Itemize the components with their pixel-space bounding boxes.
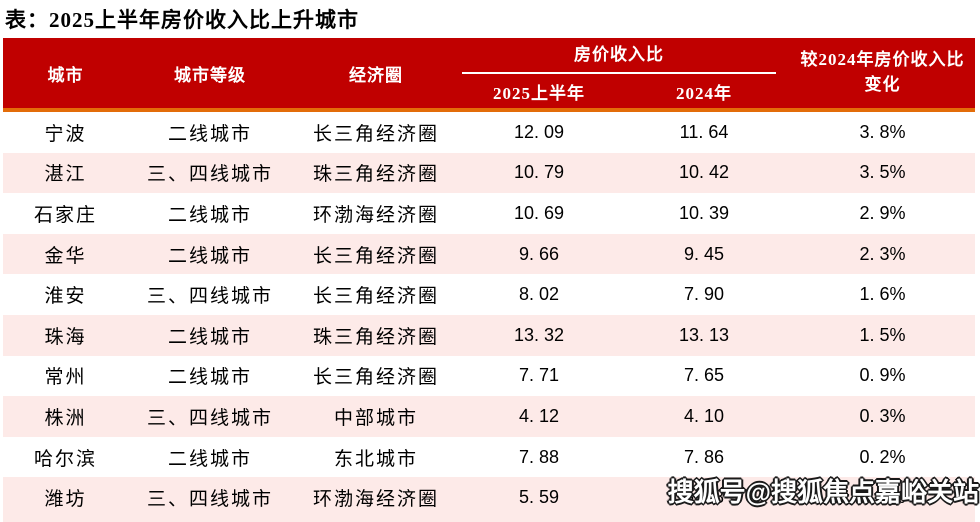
cell-ratio-2024: 10. 42 bbox=[618, 152, 790, 194]
cell-city-tier: 三、四线城市 bbox=[128, 396, 292, 437]
cell-city: 常州 bbox=[3, 355, 128, 397]
table-header: 城市 城市等级 经济圈 房价收入比 较2024年房价收入比变化 2025上半年 … bbox=[3, 38, 975, 112]
cell-change: 0. 9% bbox=[790, 355, 975, 397]
header-ratio-group: 房价收入比 bbox=[460, 38, 790, 74]
table-row: 哈尔滨 二线城市 东北城市 7. 88 7. 86 0. 2% bbox=[3, 436, 975, 478]
header-economic-circle: 经济圈 bbox=[292, 38, 460, 108]
cell-city-tier: 三、四线城市 bbox=[128, 152, 292, 194]
table-row: 金华 二线城市 长三角经济圈 9. 66 9. 45 2. 3% bbox=[3, 233, 975, 275]
cell-ratio-2024: 13. 13 bbox=[618, 314, 790, 356]
cell-city: 湛江 bbox=[3, 152, 128, 194]
cell-economic-circle: 长三角经济圈 bbox=[292, 355, 460, 397]
cell-ratio-2024: 10. 39 bbox=[618, 193, 790, 234]
cell-ratio-2025h1: 13. 32 bbox=[460, 314, 618, 356]
cell-ratio-2024: 7. 90 bbox=[618, 274, 790, 315]
table-row: 湛江 三、四线城市 珠三角经济圈 10. 79 10. 42 3. 5% bbox=[3, 152, 975, 194]
cell-economic-circle: 珠三角经济圈 bbox=[292, 152, 460, 194]
cell-change: 0. 2% bbox=[790, 436, 975, 478]
table-bottom-strip bbox=[3, 518, 975, 522]
cell-ratio-2025h1: 5. 59 bbox=[460, 477, 618, 518]
cell-ratio-2024: 4. 10 bbox=[618, 396, 790, 437]
cell-ratio-2025h1: 10. 69 bbox=[460, 193, 618, 234]
cell-city: 潍坊 bbox=[3, 477, 128, 518]
cell-change: 0. 2% bbox=[790, 477, 975, 518]
cell-city-tier: 三、四线城市 bbox=[128, 477, 292, 518]
cell-city: 石家庄 bbox=[3, 193, 128, 234]
cell-city-tier: 二线城市 bbox=[128, 314, 292, 356]
cell-city: 金华 bbox=[3, 233, 128, 275]
cell-change: 0. 3% bbox=[790, 396, 975, 437]
cell-change: 2. 9% bbox=[790, 193, 975, 234]
cell-ratio-2024: 7. 86 bbox=[618, 436, 790, 478]
cell-ratio-2025h1: 7. 88 bbox=[460, 436, 618, 478]
cell-economic-circle: 长三角经济圈 bbox=[292, 274, 460, 315]
header-city-tier: 城市等级 bbox=[128, 38, 292, 108]
cell-ratio-2025h1: 4. 12 bbox=[460, 396, 618, 437]
cell-economic-circle: 长三角经济圈 bbox=[292, 233, 460, 275]
table-title: 表：2025上半年房价收入比上升城市 bbox=[5, 8, 359, 32]
cell-city: 哈尔滨 bbox=[3, 436, 128, 478]
cell-economic-circle: 环渤海经济圈 bbox=[292, 193, 460, 234]
header-city: 城市 bbox=[3, 38, 128, 108]
header-2025-h1: 2025上半年 bbox=[460, 74, 618, 108]
cell-ratio-2024: 7. 65 bbox=[618, 355, 790, 397]
cell-ratio-2024: 9. 45 bbox=[618, 233, 790, 275]
cell-city-tier: 二线城市 bbox=[128, 436, 292, 478]
cell-economic-circle: 中部城市 bbox=[292, 396, 460, 437]
cell-ratio-2025h1: 8. 02 bbox=[460, 274, 618, 315]
cell-ratio-2025h1: 9. 66 bbox=[460, 233, 618, 275]
cell-ratio-2025h1: 7. 71 bbox=[460, 355, 618, 397]
cell-city: 珠海 bbox=[3, 314, 128, 356]
cell-economic-circle: 东北城市 bbox=[292, 436, 460, 478]
accent-divider bbox=[3, 108, 975, 112]
cell-city-tier: 二线城市 bbox=[128, 355, 292, 397]
table-row: 石家庄 二线城市 环渤海经济圈 10. 69 10. 39 2. 9% bbox=[3, 193, 975, 234]
orange-divider-line bbox=[3, 108, 975, 112]
table-row: 株洲 三、四线城市 中部城市 4. 12 4. 10 0. 3% bbox=[3, 396, 975, 437]
cell-ratio-2024: 5. 58 bbox=[618, 477, 790, 518]
cell-city-tier: 二线城市 bbox=[128, 112, 292, 153]
header-change-vs-2024: 较2024年房价收入比变化 bbox=[790, 38, 975, 108]
cell-economic-circle: 珠三角经济圈 bbox=[292, 314, 460, 356]
cell-ratio-2024: 11. 64 bbox=[618, 112, 790, 153]
cell-change: 2. 3% bbox=[790, 233, 975, 275]
table-body: 宁波 二线城市 长三角经济圈 12. 09 11. 64 3. 8% 湛江 三、… bbox=[3, 112, 975, 518]
table-row: 宁波 二线城市 长三角经济圈 12. 09 11. 64 3. 8% bbox=[3, 112, 975, 153]
cell-ratio-2025h1: 10. 79 bbox=[460, 152, 618, 194]
cell-change: 3. 8% bbox=[790, 112, 975, 153]
cell-city-tier: 三、四线城市 bbox=[128, 274, 292, 315]
cell-change: 3. 5% bbox=[790, 152, 975, 194]
cell-ratio-2025h1: 12. 09 bbox=[460, 112, 618, 153]
header-2024: 2024年 bbox=[618, 74, 790, 108]
cell-change: 1. 6% bbox=[790, 274, 975, 315]
watermark-text: 搜狐号@搜狐焦点嘉峪关站 bbox=[667, 477, 979, 507]
cell-city-tier: 二线城市 bbox=[128, 233, 292, 275]
cell-change: 1. 5% bbox=[790, 314, 975, 356]
housing-price-income-ratio-table: 城市 城市等级 经济圈 房价收入比 较2024年房价收入比变化 2025上半年 … bbox=[3, 38, 975, 518]
table-row: 潍坊 三、四线城市 环渤海经济圈 5. 59 5. 58 0. 2% bbox=[3, 477, 975, 518]
cell-city: 淮安 bbox=[3, 274, 128, 315]
table-row: 珠海 二线城市 珠三角经济圈 13. 32 13. 13 1. 5% bbox=[3, 314, 975, 356]
cell-city-tier: 二线城市 bbox=[128, 193, 292, 234]
cell-city: 宁波 bbox=[3, 112, 128, 153]
cell-city: 株洲 bbox=[3, 396, 128, 437]
table-row: 常州 二线城市 长三角经济圈 7. 71 7. 65 0. 9% bbox=[3, 355, 975, 397]
cell-economic-circle: 环渤海经济圈 bbox=[292, 477, 460, 518]
cell-economic-circle: 长三角经济圈 bbox=[292, 112, 460, 153]
table-row: 淮安 三、四线城市 长三角经济圈 8. 02 7. 90 1. 6% bbox=[3, 274, 975, 315]
header-ratio-group-label: 房价收入比 bbox=[462, 40, 776, 74]
